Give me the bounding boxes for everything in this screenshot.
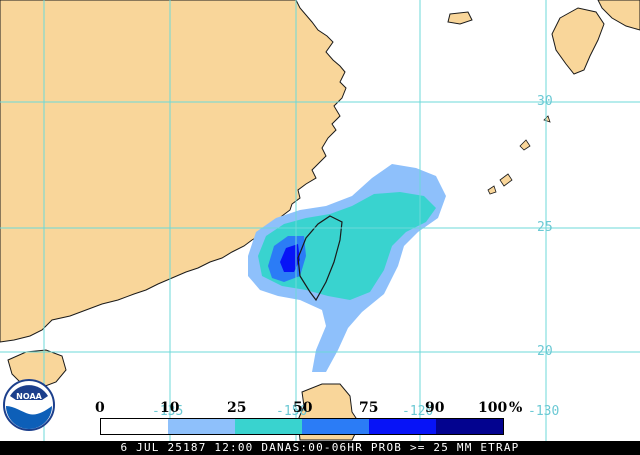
legend-tick-75: 75 [359,400,379,416]
kyushu-island [551,7,605,75]
map-caption: 6 JUL 25187 12:00 DANAS:00-06HR PROB >= … [0,441,640,455]
prob-band-75 [280,244,300,272]
legend-tick-100: 100 [478,400,508,416]
legend-tick-0: 0 [95,400,105,416]
honshu-fragment [597,0,640,31]
korea-fragment [447,11,473,25]
legend-tick-10: 10 [160,400,180,416]
ryukyu-islands [487,115,551,195]
noaa-logo-icon: NOAA [3,379,55,431]
legend-tick-25: 25 [227,400,247,416]
prob-band-25 [258,192,436,300]
legend-color-bar [100,418,504,435]
legend-tick-50: 50 [293,400,313,416]
legend-segment-4 [369,419,436,434]
legend-segment-0 [101,419,168,434]
graticule [0,0,640,441]
lon-label-130: -130 [528,404,560,419]
lon-label-135: -135 [152,404,184,419]
legend-unit: % [509,400,523,416]
lon-label-150: -150 [276,404,308,419]
lat-label-25: 25 [537,220,553,235]
taiwan-island [297,215,343,302]
legend-segment-5 [436,419,503,434]
noaa-logo-text: NOAA [16,392,42,401]
legend-segment-1 [168,419,235,434]
legend-tick-90: 90 [425,400,445,416]
hainan-island [7,349,67,389]
legend-segment-3 [302,419,369,434]
legend-segment-2 [235,419,302,434]
lon-label-120: -120 [402,404,434,419]
lat-label-20: 20 [537,344,553,359]
lat-label-30: 30 [537,94,553,109]
